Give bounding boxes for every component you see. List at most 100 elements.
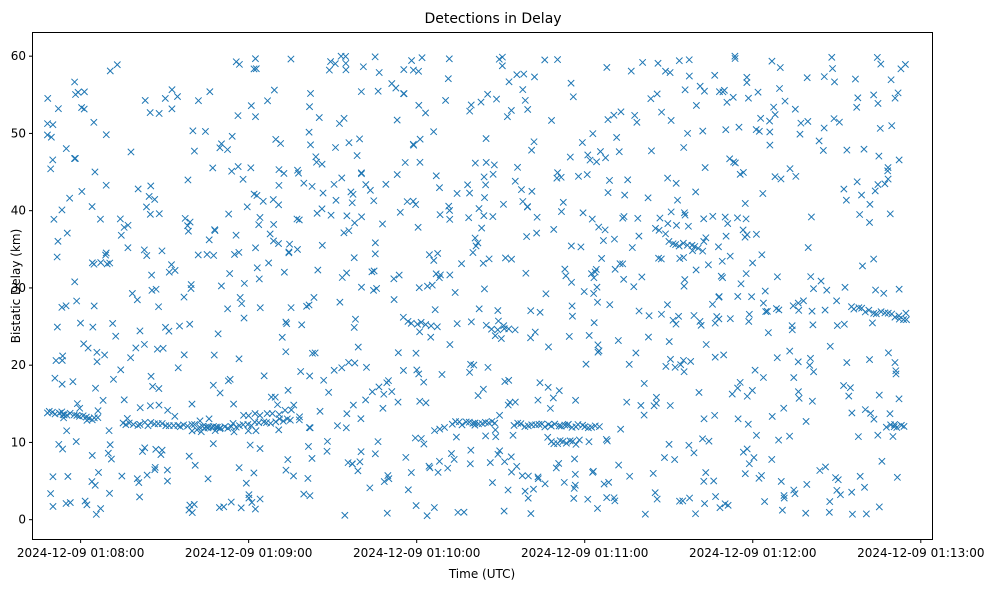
detection-point (755, 127, 763, 135)
detection-point (235, 464, 243, 472)
detection-point (164, 406, 172, 414)
detection-point (887, 76, 895, 84)
detection-point (731, 54, 739, 63)
detection-point (555, 387, 563, 395)
detection-point (238, 300, 246, 308)
detection-point (140, 246, 148, 254)
detection-point (584, 151, 592, 159)
detection-point (415, 101, 423, 109)
detection-point (400, 66, 408, 74)
detection-point (76, 319, 85, 327)
detection-point (285, 249, 293, 257)
detection-point (702, 234, 710, 242)
detection-point (242, 479, 250, 487)
detection-point (235, 248, 243, 256)
detection-point (66, 499, 74, 507)
detection-point (64, 472, 72, 480)
detection-point (571, 481, 579, 489)
detection-point (554, 169, 562, 177)
detection-point (513, 462, 521, 470)
detection-point (423, 282, 432, 290)
detection-point (136, 493, 144, 501)
detection-point (155, 109, 163, 118)
detection-point (436, 425, 444, 433)
detection-point (541, 423, 549, 431)
detection-point (343, 212, 351, 220)
detection-point (665, 440, 673, 448)
detection-point (854, 94, 862, 102)
detection-point (432, 270, 440, 278)
detection-point (675, 57, 683, 65)
detection-point (743, 445, 751, 453)
detection-point (705, 437, 713, 445)
detection-point (194, 97, 202, 105)
detection-point (460, 508, 468, 516)
detection-point (269, 237, 278, 245)
detection-point (206, 88, 214, 96)
detection-point (239, 175, 247, 183)
detection-point (867, 409, 875, 417)
detection-point (255, 275, 263, 283)
detection-point (893, 473, 901, 481)
detection-point (663, 301, 672, 309)
detection-point (343, 269, 351, 277)
detection-point (281, 406, 289, 414)
detection-point (550, 225, 558, 234)
detection-point (900, 422, 908, 430)
detection-point (807, 213, 815, 221)
detection-point (809, 321, 817, 329)
detection-point (551, 420, 559, 428)
detection-point (491, 426, 499, 434)
detection-point (600, 480, 608, 488)
detection-point (513, 71, 521, 79)
detection-point (394, 349, 402, 357)
detection-point (97, 505, 105, 513)
detection-point (297, 367, 305, 376)
detection-point (270, 220, 278, 229)
detection-point (598, 254, 606, 262)
detection-point (677, 361, 685, 369)
detection-point (726, 315, 734, 323)
detection-point (734, 415, 742, 423)
detection-point (717, 272, 725, 280)
detection-point (567, 79, 575, 87)
detection-point (462, 418, 470, 426)
detection-point (865, 218, 874, 226)
detection-point (626, 472, 634, 480)
detection-point (286, 416, 294, 424)
detection-point (323, 447, 331, 455)
detection-point (300, 490, 308, 498)
detection-point (631, 111, 639, 119)
detection-point (714, 243, 723, 251)
detection-point (613, 133, 621, 141)
detection-point (825, 508, 833, 516)
detection-point (816, 466, 824, 475)
detection-point (658, 108, 666, 116)
detection-point (356, 458, 364, 466)
detection-point (808, 307, 816, 315)
detection-point (58, 303, 66, 311)
detection-point (605, 176, 614, 184)
detection-point (250, 469, 258, 477)
detection-point (171, 266, 179, 275)
detection-point (599, 237, 607, 245)
detection-point (505, 376, 513, 384)
detection-point (203, 250, 211, 259)
detection-point (731, 52, 739, 60)
detection-point (333, 422, 342, 430)
detection-point (720, 86, 728, 94)
detection-point (88, 203, 96, 211)
detection-point (501, 254, 510, 262)
detection-point (155, 401, 163, 409)
detection-point (808, 397, 816, 405)
detection-point (390, 296, 398, 304)
detection-point (722, 126, 730, 134)
detection-point (418, 54, 426, 62)
detection-point (660, 454, 669, 462)
detection-point (610, 111, 618, 119)
detection-point (400, 90, 408, 98)
detection-point (482, 321, 490, 329)
detection-point (227, 498, 235, 506)
detection-point (94, 407, 102, 415)
detection-point (53, 323, 61, 331)
